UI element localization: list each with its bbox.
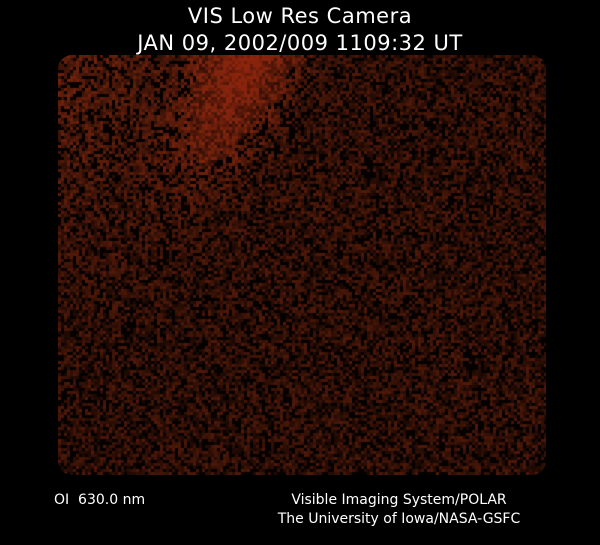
credit-line-1: Visible Imaging System/POLAR <box>291 492 507 508</box>
wavelength-label: OI 630.0 nm <box>54 492 146 508</box>
image-timestamp: JAN 09, 2002/009 1109:32 UT <box>137 31 463 55</box>
credit-line-2: The University of Iowa/NASA-GSFC <box>277 511 521 527</box>
camera-image <box>58 55 546 475</box>
image-title: VIS Low Res Camera <box>187 4 413 28</box>
